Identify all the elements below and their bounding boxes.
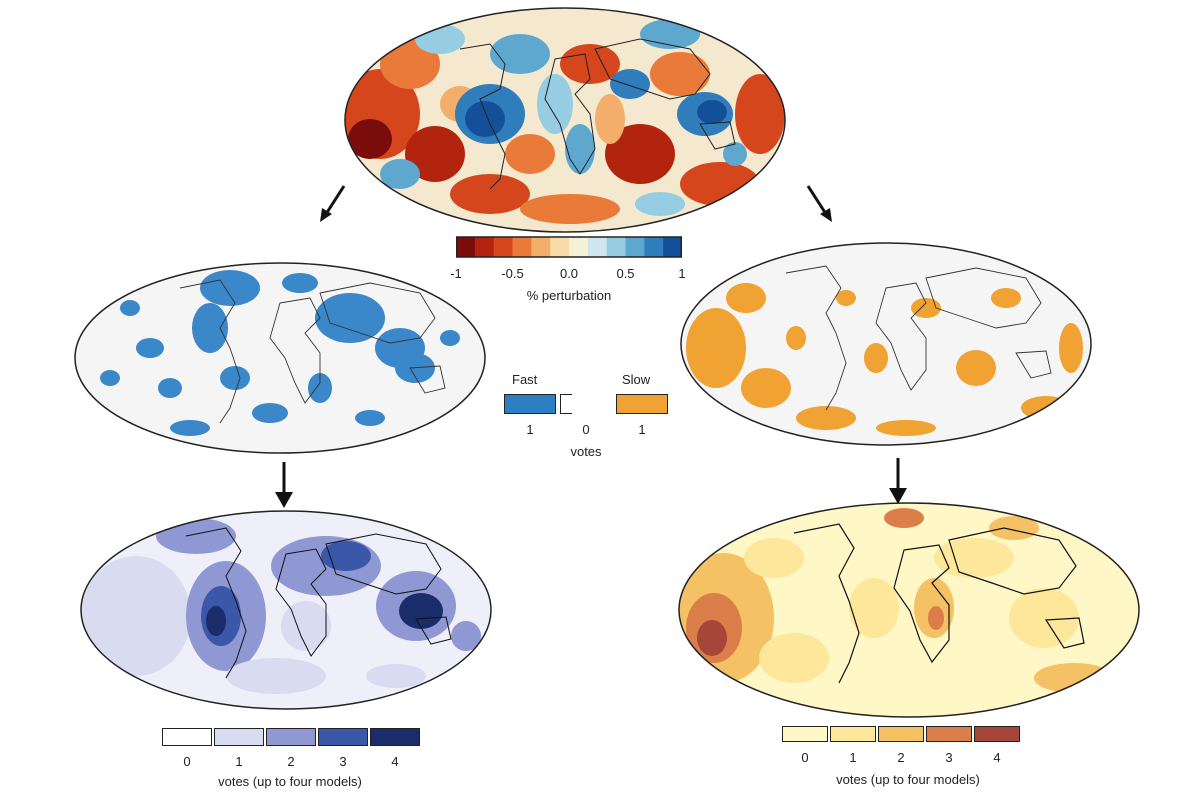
vote-colorbar-tick: 2 bbox=[897, 750, 905, 765]
perturbation-colorbar-segment bbox=[606, 237, 626, 257]
slow-key-value: 1 bbox=[638, 422, 646, 437]
perturbation-colorbar-segment bbox=[644, 237, 664, 257]
fast-key-swatch bbox=[504, 394, 556, 414]
fast-votes-field bbox=[81, 518, 481, 694]
fast-key-value: 1 bbox=[526, 422, 534, 437]
vote-colorbar-swatch bbox=[162, 728, 212, 746]
perturbation-colorbar-segment bbox=[512, 237, 532, 257]
vote-colorbar-swatch bbox=[318, 728, 368, 746]
vote-colorbar-tick: 1 bbox=[235, 754, 243, 769]
perturbation-colorbar-segment bbox=[550, 237, 570, 257]
vote-colorbar-tick: 3 bbox=[945, 750, 953, 765]
perturbation-colorbar-segment bbox=[474, 237, 495, 257]
arrow-to-fast-map bbox=[320, 185, 346, 222]
slow-votes-map bbox=[678, 502, 1140, 718]
perturbation-colorbar-segment bbox=[569, 237, 589, 257]
arrow-to-slow-map bbox=[806, 185, 832, 222]
perturbation-colorbar-tick: 0.5 bbox=[616, 266, 635, 281]
perturbation-colorbar-segment bbox=[531, 237, 551, 257]
slow-key-swatch bbox=[616, 394, 668, 414]
vote-colorbar-tick: 0 bbox=[183, 754, 191, 769]
arrow-to-slow-votes-map bbox=[889, 458, 907, 504]
fast-anomaly-field bbox=[100, 270, 460, 436]
zero-key-swatch bbox=[560, 394, 572, 414]
vote-colorbar-tick: 2 bbox=[287, 754, 295, 769]
vote-colorbar-swatch bbox=[214, 728, 264, 746]
perturbation-map bbox=[344, 7, 786, 233]
fast-votes-map bbox=[80, 510, 492, 710]
perturbation-colorbar-segment bbox=[493, 237, 513, 257]
vote-colorbar-tick: 0 bbox=[801, 750, 809, 765]
fast-votes-colorbar-label: votes (up to four models) bbox=[218, 774, 362, 789]
perturbation-colorbar-label: % perturbation bbox=[526, 288, 612, 303]
perturbation-colorbar bbox=[456, 236, 683, 258]
perturbation-colorbar-tick: 0.0 bbox=[559, 266, 579, 281]
vote-colorbar-swatch bbox=[370, 728, 420, 746]
perturbation-colorbar-tick: -1 bbox=[450, 266, 462, 281]
vote-colorbar-tick: 3 bbox=[339, 754, 347, 769]
vote-colorbar-swatch bbox=[878, 726, 924, 742]
vote-colorbar-swatch bbox=[926, 726, 972, 742]
vote-colorbar-tick: 1 bbox=[849, 750, 857, 765]
zero-key-value: 0 bbox=[582, 422, 590, 437]
fast-key-label: Fast bbox=[512, 372, 538, 387]
perturbation-colorbar-tick: 1 bbox=[678, 266, 686, 281]
perturbation-colorbar-segment bbox=[663, 237, 683, 257]
perturbation-colorbar-tick: -0.5 bbox=[501, 266, 524, 281]
fast-votes-coastlines bbox=[185, 527, 452, 679]
slow-anomaly-map bbox=[680, 242, 1092, 446]
vote-colorbar-tick: 4 bbox=[993, 750, 1001, 765]
perturbation-colorbar-segment bbox=[587, 237, 608, 257]
vote-colorbar-swatch bbox=[974, 726, 1020, 742]
vote-colorbar-swatch bbox=[830, 726, 876, 742]
vote-colorbar-swatch bbox=[782, 726, 828, 742]
slow-votes-colorbar-label: votes (up to four models) bbox=[836, 772, 980, 787]
perturbation-colorbar-segment bbox=[456, 237, 476, 257]
perturbation-field bbox=[345, 19, 785, 224]
vote-colorbar-swatch bbox=[266, 728, 316, 746]
slow-map-coastlines bbox=[785, 265, 1052, 411]
vote-key-label: votes bbox=[570, 444, 602, 459]
arrow-to-fast-votes-map bbox=[275, 462, 293, 508]
slow-anomaly-field bbox=[686, 283, 1083, 436]
perturbation-colorbar-segment bbox=[625, 237, 645, 257]
vote-colorbar-tick: 4 bbox=[391, 754, 399, 769]
perturbation-colorbar-border bbox=[456, 236, 682, 258]
slow-key-label: Slow bbox=[622, 372, 651, 387]
fast-map-coastlines bbox=[179, 279, 446, 424]
slow-votes-coastlines bbox=[793, 523, 1085, 684]
fast-anomaly-map bbox=[74, 262, 486, 454]
